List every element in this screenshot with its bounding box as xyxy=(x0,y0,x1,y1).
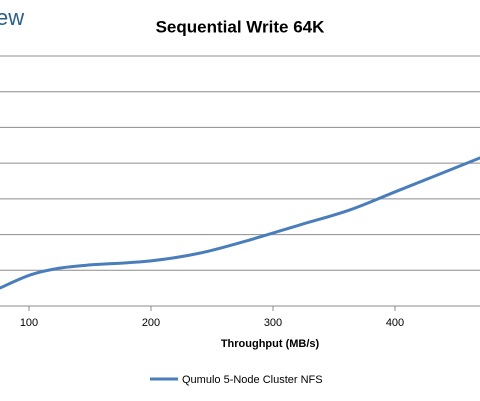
x-tick-label: 300 xyxy=(264,317,282,329)
legend-label: Qumulo 5-Node Cluster NFS xyxy=(182,374,323,386)
chart-title: Sequential Write 64K xyxy=(156,17,326,36)
series-line xyxy=(0,156,480,290)
logo-text: ew xyxy=(0,5,24,30)
x-axis-title: Throughput (MB/s) xyxy=(221,338,320,350)
x-tick-label: 400 xyxy=(386,317,404,329)
x-tick-label: 200 xyxy=(142,317,160,329)
x-tick-label: 100 xyxy=(20,317,38,329)
